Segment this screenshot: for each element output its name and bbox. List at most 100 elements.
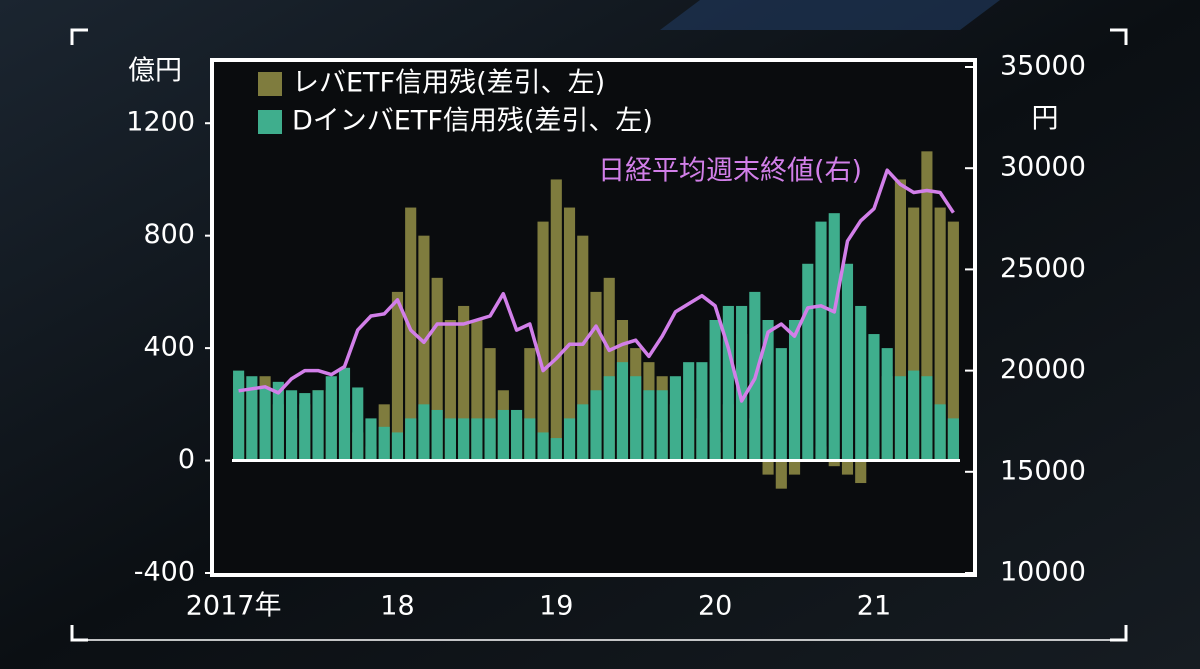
bar [934,404,946,461]
bar [696,362,708,461]
bar [709,320,721,461]
bar [603,277,615,461]
bar [616,362,629,461]
bar [603,376,615,461]
bar [828,213,840,461]
bar [722,305,734,461]
bar [550,438,562,461]
y2-tick-label: 10000 [1000,557,1086,588]
bar [537,221,549,461]
bar [563,207,576,461]
x-tick-label: 19 [539,591,573,622]
bar [418,404,430,461]
bar [246,376,258,461]
bar [497,409,509,461]
left-unit: 億円 [128,56,182,87]
bar [921,151,933,461]
bar [444,418,456,461]
bar [802,263,814,461]
bar [934,207,946,461]
line-annotation: 日経平均週末終値(右) [598,156,862,187]
bar [405,418,417,461]
bar [458,305,470,461]
bar [418,235,430,461]
x-tick-label: 21 [857,591,891,622]
bar [444,320,456,461]
bar [775,348,787,461]
bar [947,418,959,461]
bar [537,432,549,461]
bar [299,393,311,461]
y-tick-label: 400 [143,332,195,363]
bar [775,460,787,489]
bar [338,367,351,461]
bar [736,305,748,461]
labels: -400 0 400 800 1200 10000 15000 20000 25000 30000… [126,51,1086,622]
bar [894,376,906,461]
bar [484,348,496,461]
bar [683,362,695,461]
bar [286,390,298,461]
bar [590,291,602,461]
bar [841,263,854,461]
bar [669,376,681,461]
legend-swatch [258,72,282,96]
bar [855,305,867,461]
y2-tick-label: 30000 [1000,152,1086,183]
bar [762,460,774,475]
bar [550,179,562,461]
bar [908,370,920,461]
bar [868,334,880,461]
bar [471,320,483,461]
bar [484,418,496,461]
bar [365,418,377,461]
bar [312,390,324,461]
bar [590,390,602,461]
bar [947,221,959,461]
y-tick-label: 1200 [126,107,195,138]
bar [788,460,801,475]
bar [881,348,893,461]
y2-tick-label: 15000 [1000,455,1086,486]
legend-swatch [258,110,282,134]
bar [325,376,337,461]
bar [656,390,668,461]
bar [643,390,655,461]
bar [577,404,589,461]
bar [762,320,774,461]
bar [378,426,390,461]
bar [563,418,576,461]
bar [630,376,642,461]
x-tick-label: 18 [380,591,414,622]
bar [788,320,801,461]
bar [841,460,854,475]
bar [458,418,470,461]
bar [855,460,867,484]
y2-tick-label: 35000 [1000,51,1086,82]
bar [828,460,840,467]
line [238,168,955,403]
bar [352,387,364,461]
bar [471,418,483,461]
bar [272,381,284,461]
bar [391,432,404,461]
y-tick-label: 0 [178,444,195,475]
frame-corners [70,28,1128,642]
x-tick-label: 2017年 [186,591,282,622]
bar [431,409,443,461]
bar [405,207,417,461]
bar [391,291,404,461]
bar [577,235,589,461]
bar [908,207,920,461]
bar [524,418,536,461]
bar [894,179,906,461]
right-unit: 円 [1032,104,1059,135]
y-tick-label: -400 [134,557,195,588]
y2-tick-label: 25000 [1000,253,1086,284]
y2-tick-label: 20000 [1000,354,1086,385]
bar [259,387,271,461]
bar [233,370,245,461]
bar [431,277,443,461]
bar [511,409,523,461]
